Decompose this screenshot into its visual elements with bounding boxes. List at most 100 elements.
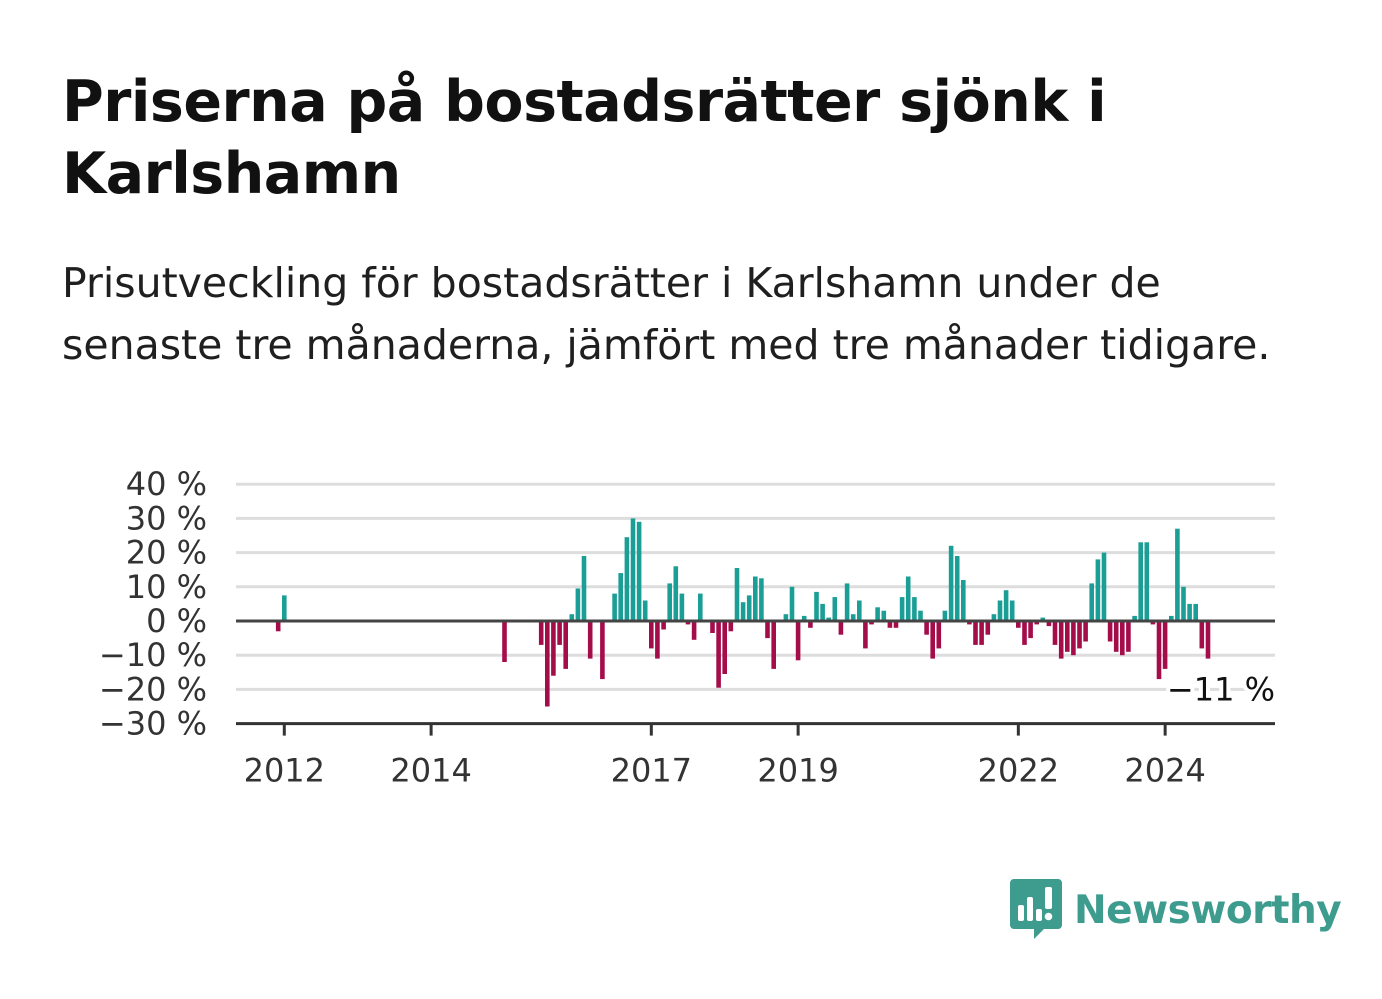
bar [636, 521, 642, 621]
bar [691, 621, 697, 640]
bar [1095, 559, 1101, 621]
bar [1034, 621, 1039, 625]
bar [1199, 621, 1205, 649]
bar [728, 621, 734, 632]
bar [1150, 621, 1156, 625]
bar [545, 621, 550, 707]
bar [618, 573, 623, 621]
x-tick-label: 2019 [757, 752, 838, 790]
bar [1175, 528, 1180, 621]
end-value-label-halo: −11 % [1167, 671, 1275, 709]
bar [887, 621, 893, 628]
bar [551, 621, 556, 676]
bar [801, 615, 807, 621]
bar [814, 591, 819, 621]
bar [698, 593, 703, 621]
bar [275, 621, 281, 632]
y-tick-label: −20 % [99, 670, 207, 708]
y-tick-label: 40 % [126, 465, 207, 503]
bar [826, 617, 831, 621]
y-tick-label: 10 % [126, 568, 207, 606]
bar [612, 593, 617, 621]
bar [893, 621, 899, 628]
bar [569, 614, 575, 621]
bar [722, 621, 727, 674]
y-tick-label: 0 % [146, 602, 207, 640]
bar [624, 537, 630, 621]
bar [759, 578, 764, 622]
bar [838, 621, 844, 635]
bar [1083, 621, 1088, 642]
bar [1205, 621, 1211, 659]
bar [1065, 621, 1070, 652]
y-tick-label: 20 % [126, 534, 207, 572]
bar [967, 621, 972, 625]
bar [649, 621, 654, 649]
bar [1101, 552, 1107, 621]
axes [236, 619, 1275, 736]
bar [936, 621, 942, 649]
brand-name: Newsworthy [1074, 887, 1342, 933]
bar [630, 518, 636, 621]
bar [905, 576, 911, 621]
bar [771, 621, 776, 669]
bar [991, 614, 997, 621]
bar [1193, 603, 1198, 621]
bar [857, 600, 862, 621]
bar [600, 621, 605, 680]
bar [753, 576, 758, 621]
bar [1022, 621, 1027, 645]
end-value-label: −11 % [1167, 671, 1275, 709]
bar [557, 621, 562, 645]
bar [734, 568, 740, 621]
bar [961, 580, 966, 621]
bar [942, 610, 948, 621]
bar [1040, 617, 1046, 621]
x-tick-label: 2014 [390, 752, 471, 790]
chart-title: Priserna på bostadsrätter sjönk i Karlsh… [62, 69, 1107, 207]
bar [563, 621, 568, 669]
bar [1052, 621, 1058, 645]
brand[interactable]: Newsworthy [1010, 878, 1342, 942]
bar [863, 621, 868, 649]
bar [881, 610, 887, 621]
bar [808, 621, 813, 628]
bar [1003, 590, 1009, 621]
bar [783, 614, 789, 621]
bar [282, 595, 287, 621]
bar [918, 610, 923, 621]
bar [789, 586, 795, 621]
bar [1156, 621, 1162, 680]
bar [930, 621, 935, 659]
x-tick-label: 2022 [978, 752, 1059, 790]
bar [1058, 621, 1064, 659]
bar [710, 621, 715, 633]
bar [655, 621, 660, 659]
bar [924, 621, 929, 635]
bar [1144, 542, 1150, 621]
bar [746, 595, 752, 621]
bar [1162, 621, 1168, 669]
bar [1169, 615, 1174, 621]
bar [912, 597, 917, 621]
bar [899, 597, 905, 621]
bar [1071, 621, 1076, 656]
bar [642, 600, 648, 621]
newsworthy-logo-icon [1010, 879, 1062, 939]
bar [1046, 621, 1052, 627]
x-tick-label: 2017 [611, 752, 692, 790]
bar [1089, 583, 1094, 621]
bar [740, 602, 746, 621]
bar [587, 621, 593, 659]
bar [1009, 600, 1015, 621]
bar [661, 621, 666, 630]
bar [820, 603, 825, 621]
bar [1077, 621, 1082, 649]
bar [685, 621, 691, 625]
bar [850, 614, 856, 621]
bar [973, 621, 978, 645]
y-tick-label: −30 % [99, 705, 207, 743]
y-tick-label: 30 % [126, 499, 207, 537]
bar [1132, 615, 1137, 621]
